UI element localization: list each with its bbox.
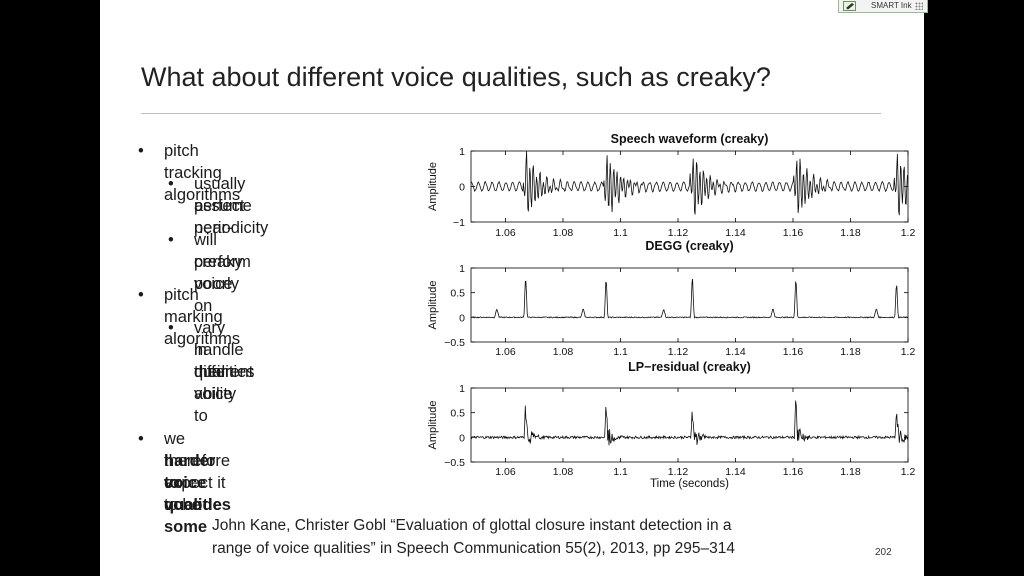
bullet-marker: • [168,175,174,193]
toolbar-grip-handle[interactable] [915,2,923,10]
signal-line [471,278,909,319]
plot-frame [470,387,909,463]
bullet-text: usually assume near- [194,175,252,237]
chart-title: DEGG (creaky) [645,239,733,253]
bullet-marker: • [168,319,174,337]
smart-ink-toolbar[interactable]: SMART Ink [838,0,928,13]
bullet-text: vary in their ability to [194,319,237,425]
x-tick-label: 1.06 [495,466,516,478]
y-tick-label: 0 [459,312,465,324]
y-axis-label: Amplitude [427,401,439,450]
presentation-slide: What about different voice qualities, su… [100,0,924,576]
bullet-text: we therefore expect it to be [164,430,231,514]
bullet-text: creaky voice [194,253,243,293]
y-tick-label: 1 [459,146,465,158]
chart-title: Speech waveform (creaky) [611,132,769,146]
waveform-figure: Speech waveform (creaky) Amplitude 1 0 −1 1.0… [427,132,916,490]
x-tick-label: 1.12 [668,346,689,358]
bullet-text: perfect periodicity [194,197,269,237]
bullet-text: pitch marking algorithms [164,286,241,348]
x-tick-label: 1.06 [495,227,516,239]
x-tick-label: 1.2 [901,227,916,239]
bullet-marker: • [138,430,144,448]
x-tick-label: 1.14 [725,346,746,358]
smart-ink-pen-icon [843,1,856,11]
y-axis-label: Amplitude [427,281,439,330]
y-tick-label: −0.5 [444,457,465,469]
y-tick-label: 1 [459,383,465,395]
y-tick-label: −1 [453,217,465,229]
x-tick-label: 1.08 [553,466,574,478]
page-number: 202 [875,547,892,558]
y-tick-label: 0.5 [450,408,465,420]
x-tick-label: 1.14 [725,227,746,239]
y-tick-label: 1 [459,263,465,275]
x-tick-label: 1.2 [901,466,916,478]
x-tick-label: 1.1 [613,466,628,478]
x-tick-label: 1.12 [668,227,689,239]
y-tick-label: 0.5 [450,288,465,300]
bullet-text: qualities [194,363,255,381]
title-divider [141,113,881,114]
x-tick-label: 1.18 [840,466,861,478]
smart-ink-label: SMART Ink [871,1,912,10]
y-tick-label: 0 [459,182,465,194]
bullet-marker: • [138,286,144,304]
slide-title: What about different voice qualities, su… [141,62,771,92]
y-axis-label: Amplitude [427,162,439,211]
x-tick-label: 1.2 [901,346,916,358]
bullet-text-bold: voice qualities [164,474,231,514]
bullet-marker: • [168,231,174,249]
bullet-marker: • [138,142,144,160]
x-tick-label: 1.18 [840,227,861,239]
x-tick-label: 1.16 [783,466,804,478]
bullet-text: will perform poorly on [194,231,251,315]
chart-title: LP−residual (creaky) [628,360,751,374]
x-tick-label: 1.16 [783,227,804,239]
x-tick-label: 1.08 [553,346,574,358]
x-tick-label: 1.1 [613,227,628,239]
y-tick-label: 0 [459,432,465,444]
x-tick-label: 1.14 [725,466,746,478]
x-axis-label: Time (seconds) [650,478,729,490]
signal-line [470,150,909,216]
signal-line [470,400,909,446]
y-tick-label: −0.5 [444,337,465,349]
citation-line: John Kane, Christer Gobl “Evaluation of … [212,517,732,534]
x-tick-label: 1.1 [613,346,628,358]
bullet-text: pitch tracking algorithms [164,142,241,204]
plot-frame [470,267,909,343]
bullet-text: handle different voice [194,341,254,403]
x-tick-label: 1.12 [668,466,689,478]
x-tick-label: 1.18 [840,346,861,358]
x-tick-label: 1.06 [495,346,516,358]
x-tick-label: 1.16 [783,346,804,358]
citation-line: range of voice qualities” in Speech Comm… [212,540,736,557]
citation: John Kane, Christer Gobl “Evaluation of … [212,514,832,560]
x-tick-label: 1.08 [553,227,574,239]
bullet-text-bold: harder to vocode some [164,452,222,536]
